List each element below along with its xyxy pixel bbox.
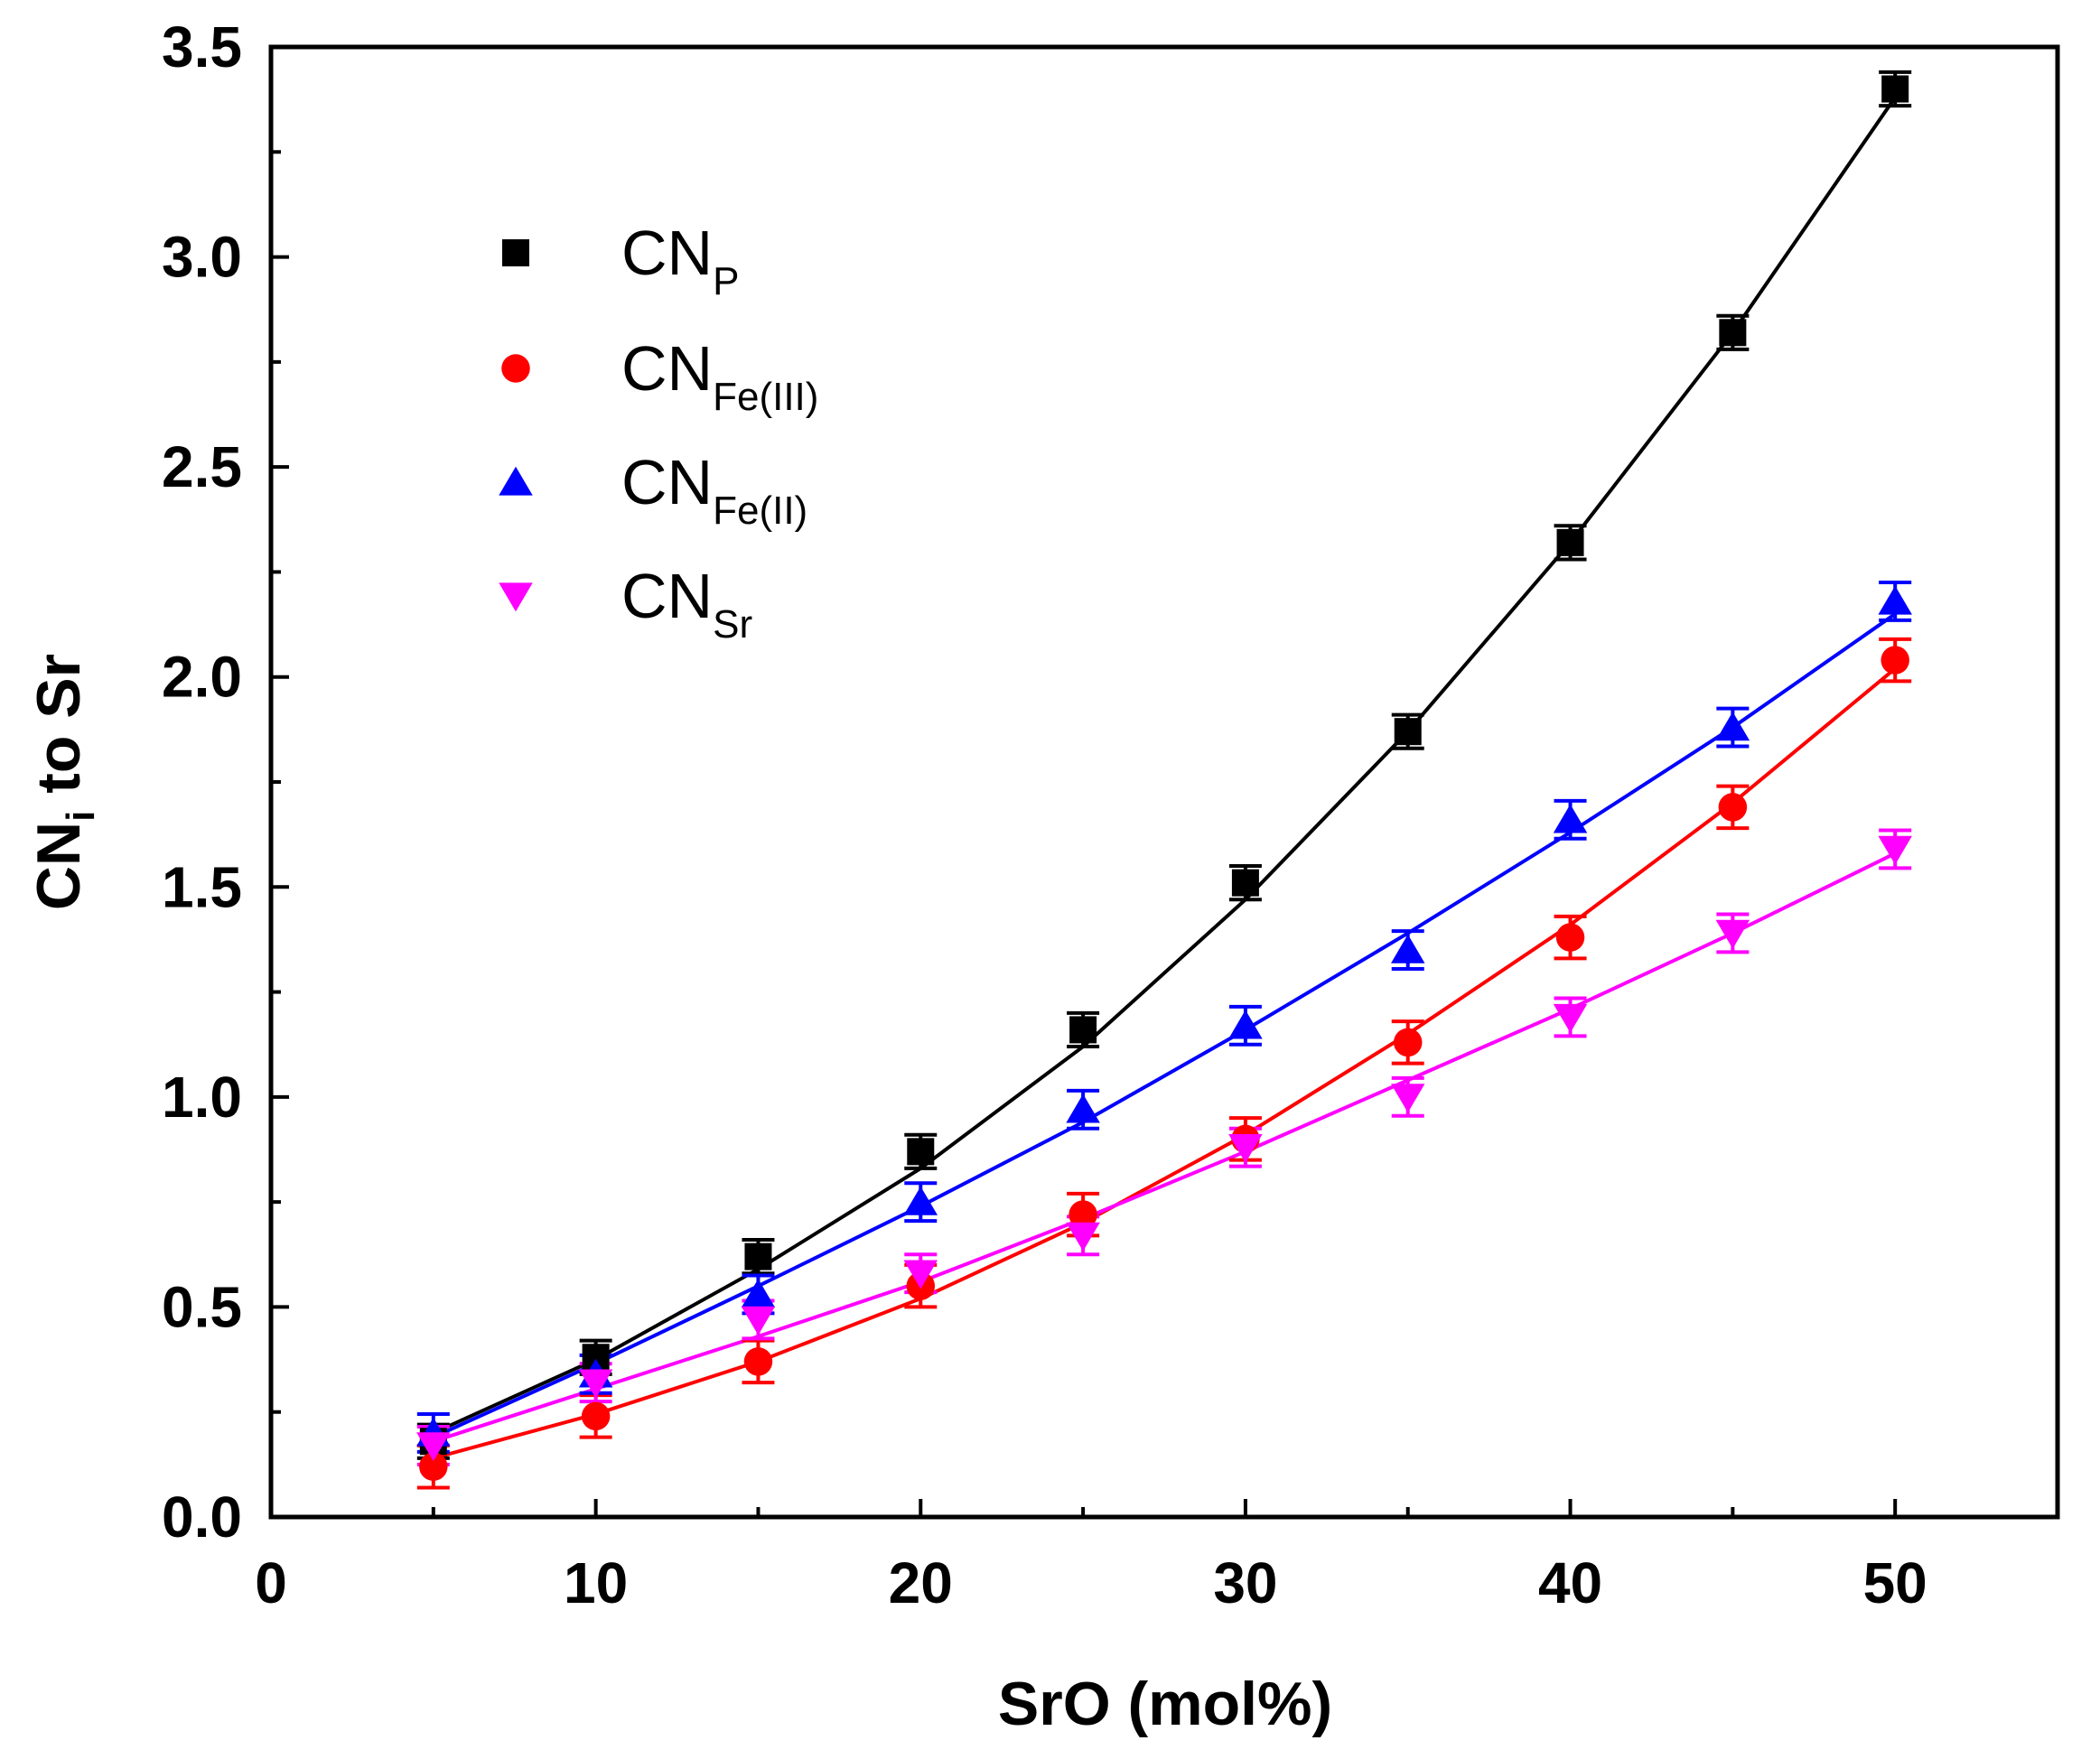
legend-label: CNSr xyxy=(621,561,752,647)
data-point xyxy=(741,1306,776,1336)
x-tick-label: 0 xyxy=(255,1550,287,1615)
legend-marker xyxy=(499,582,533,612)
data-markers xyxy=(416,75,1912,1481)
data-point xyxy=(578,1369,613,1399)
data-point xyxy=(1394,718,1422,746)
y-tick-labels: 0.0 0.5 1.0 1.5 2.0 2.5 3.0 3.5 xyxy=(162,14,242,1550)
data-point xyxy=(419,1452,448,1481)
y-tick-label: 1.5 xyxy=(162,854,242,919)
data-point xyxy=(1553,1003,1588,1033)
x-tick-label: 30 xyxy=(1213,1550,1277,1615)
data-point xyxy=(744,1242,772,1270)
data-point xyxy=(1228,1010,1263,1039)
y-axis-title-main: CN xyxy=(24,822,93,910)
legend-item: CNSr xyxy=(499,561,752,647)
legend-label: CNFe(III) xyxy=(621,333,818,419)
data-point xyxy=(1881,646,1909,675)
x-tick-label: 40 xyxy=(1538,1550,1602,1615)
data-point xyxy=(907,1138,935,1166)
legend-label: CNP xyxy=(621,218,739,303)
legend-label-sub: Fe(III) xyxy=(713,375,818,419)
y-tick-label: 0.5 xyxy=(162,1274,242,1339)
data-point xyxy=(1069,1016,1097,1044)
legend-label-sub: Sr xyxy=(713,602,752,647)
legend-label-sub: Fe(II) xyxy=(713,489,807,533)
fit-line-feii xyxy=(432,612,1897,1439)
legend-label-main: CN xyxy=(621,447,713,517)
data-point xyxy=(1553,804,1588,833)
y-tick-label: 2.5 xyxy=(162,434,242,499)
y-tick-label: 0.0 xyxy=(162,1484,242,1550)
legend-item: CNFe(II) xyxy=(499,447,807,533)
data-point xyxy=(1555,923,1585,952)
data-point xyxy=(1878,585,1912,615)
data-point xyxy=(1393,1028,1423,1057)
y-tick-label: 3.5 xyxy=(162,14,242,79)
fit-lines xyxy=(432,96,1897,1460)
data-point xyxy=(1715,712,1750,741)
y-tick-label: 1.0 xyxy=(162,1065,242,1130)
fit-line-feiii xyxy=(433,666,1897,1460)
legend-item: CNP xyxy=(502,218,739,303)
y-tick-label: 2.0 xyxy=(162,645,242,710)
y-axis-title-sub: i xyxy=(59,811,103,822)
data-point xyxy=(903,1260,938,1289)
data-point xyxy=(1556,528,1584,556)
legend-label-main: CN xyxy=(621,333,713,404)
legend-item: CNFe(III) xyxy=(501,333,818,419)
x-tick-label: 50 xyxy=(1863,1550,1927,1615)
legend-marker xyxy=(502,239,529,266)
axis-ticks xyxy=(269,45,2059,1519)
data-point xyxy=(903,1186,938,1215)
y-axis-title: CNi to Sr xyxy=(24,654,103,910)
data-point xyxy=(581,1401,611,1431)
data-point xyxy=(1228,1134,1263,1163)
legend-label-main: CN xyxy=(621,561,713,631)
fit-line-p xyxy=(432,96,1897,1435)
data-point xyxy=(1069,1200,1097,1229)
data-point xyxy=(1066,1222,1100,1252)
legend-label: CNFe(II) xyxy=(621,447,807,533)
x-tick-labels: 0 10 20 30 40 50 xyxy=(255,1550,1927,1615)
legend-marker xyxy=(499,466,533,496)
data-point xyxy=(416,1432,451,1462)
data-point xyxy=(741,1279,776,1308)
data-point xyxy=(1390,934,1425,963)
legend-label-main: CN xyxy=(621,218,713,288)
fit-line-sr xyxy=(433,852,1897,1444)
x-axis-title: SrO (mol%) xyxy=(998,1670,1332,1738)
data-point xyxy=(1715,919,1750,949)
data-point xyxy=(1390,1084,1425,1113)
data-point xyxy=(1718,793,1748,822)
y-axis-title-suffix: to Sr xyxy=(24,654,93,811)
data-point xyxy=(1066,1094,1100,1123)
x-tick-label: 10 xyxy=(564,1550,628,1615)
x-tick-label: 20 xyxy=(889,1550,953,1615)
data-point xyxy=(1878,835,1912,865)
data-point xyxy=(1231,869,1259,897)
data-point xyxy=(743,1347,773,1376)
plot-frame xyxy=(268,44,2060,1520)
y-tick-label: 3.0 xyxy=(162,225,242,290)
data-point xyxy=(1719,319,1747,347)
legend-label-sub: P xyxy=(713,259,739,303)
data-point xyxy=(1881,75,1909,103)
legend-marker xyxy=(501,354,530,383)
